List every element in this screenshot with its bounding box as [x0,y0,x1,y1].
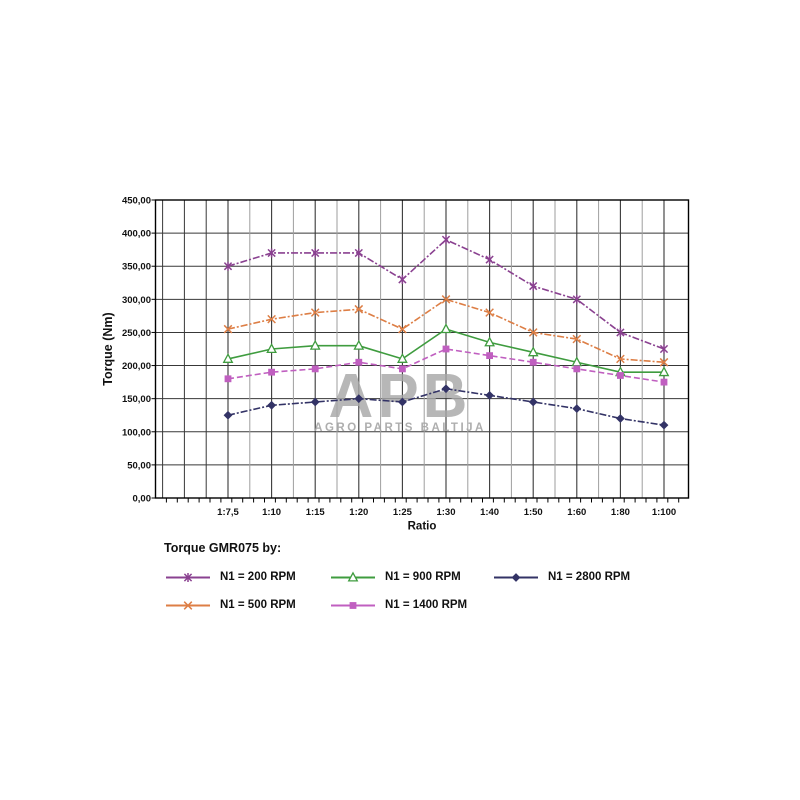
svg-text:400,00: 400,00 [122,229,151,240]
watermark-logo: APB [329,362,472,431]
series-n1-1400-rpm [224,345,668,386]
svg-text:100,00: 100,00 [122,427,151,438]
svg-text:1:15: 1:15 [306,507,326,518]
svg-text:300,00: 300,00 [122,295,151,306]
svg-text:1:100: 1:100 [652,507,676,518]
svg-text:1:60: 1:60 [567,507,586,518]
series-n1-1400-rpm-markers [224,345,668,386]
x-axis-title: Ratio [408,521,437,533]
series-n1-2800-rpm [223,384,669,430]
svg-text:0,00: 0,00 [133,494,152,505]
svg-text:1:7,5: 1:7,5 [217,507,239,518]
series-n1-500-rpm [223,295,669,367]
series-n1-500-rpm-markers [223,295,669,367]
svg-text:450,00: 450,00 [122,196,151,207]
svg-text:1:40: 1:40 [480,507,499,518]
axis-ticks [151,199,680,503]
svg-text:200,00: 200,00 [122,361,151,372]
series-n1-200-rpm [223,235,669,354]
svg-text:1:80: 1:80 [611,507,630,518]
y-axis-title: Torque (Nm) [101,312,115,385]
y-tick-labels: 0,00 50,00 100,00 150,00 200,00 250,00 300,00 3… [122,196,151,505]
svg-text:1:10: 1:10 [262,507,281,518]
series-n1-2800-rpm-markers [223,384,669,430]
svg-text:1:50: 1:50 [524,507,543,518]
watermark-text: AGRO PARTS BALTIJA [314,422,486,434]
plot-grid [155,199,689,499]
svg-text:1:25: 1:25 [393,507,413,518]
svg-text:250,00: 250,00 [122,328,151,339]
series-n1-200-rpm-markers [223,235,669,354]
svg-text:1:20: 1:20 [349,507,368,518]
x-tick-labels: 1:7,5 1:10 1:15 1:20 1:25 1:30 1:40 1:50 1:60 1:8… [217,507,676,518]
plot-border [154,199,690,499]
svg-text:350,00: 350,00 [122,262,151,273]
svg-text:50,00: 50,00 [127,460,151,471]
svg-text:1:30: 1:30 [436,507,455,518]
svg-text:150,00: 150,00 [122,394,151,405]
